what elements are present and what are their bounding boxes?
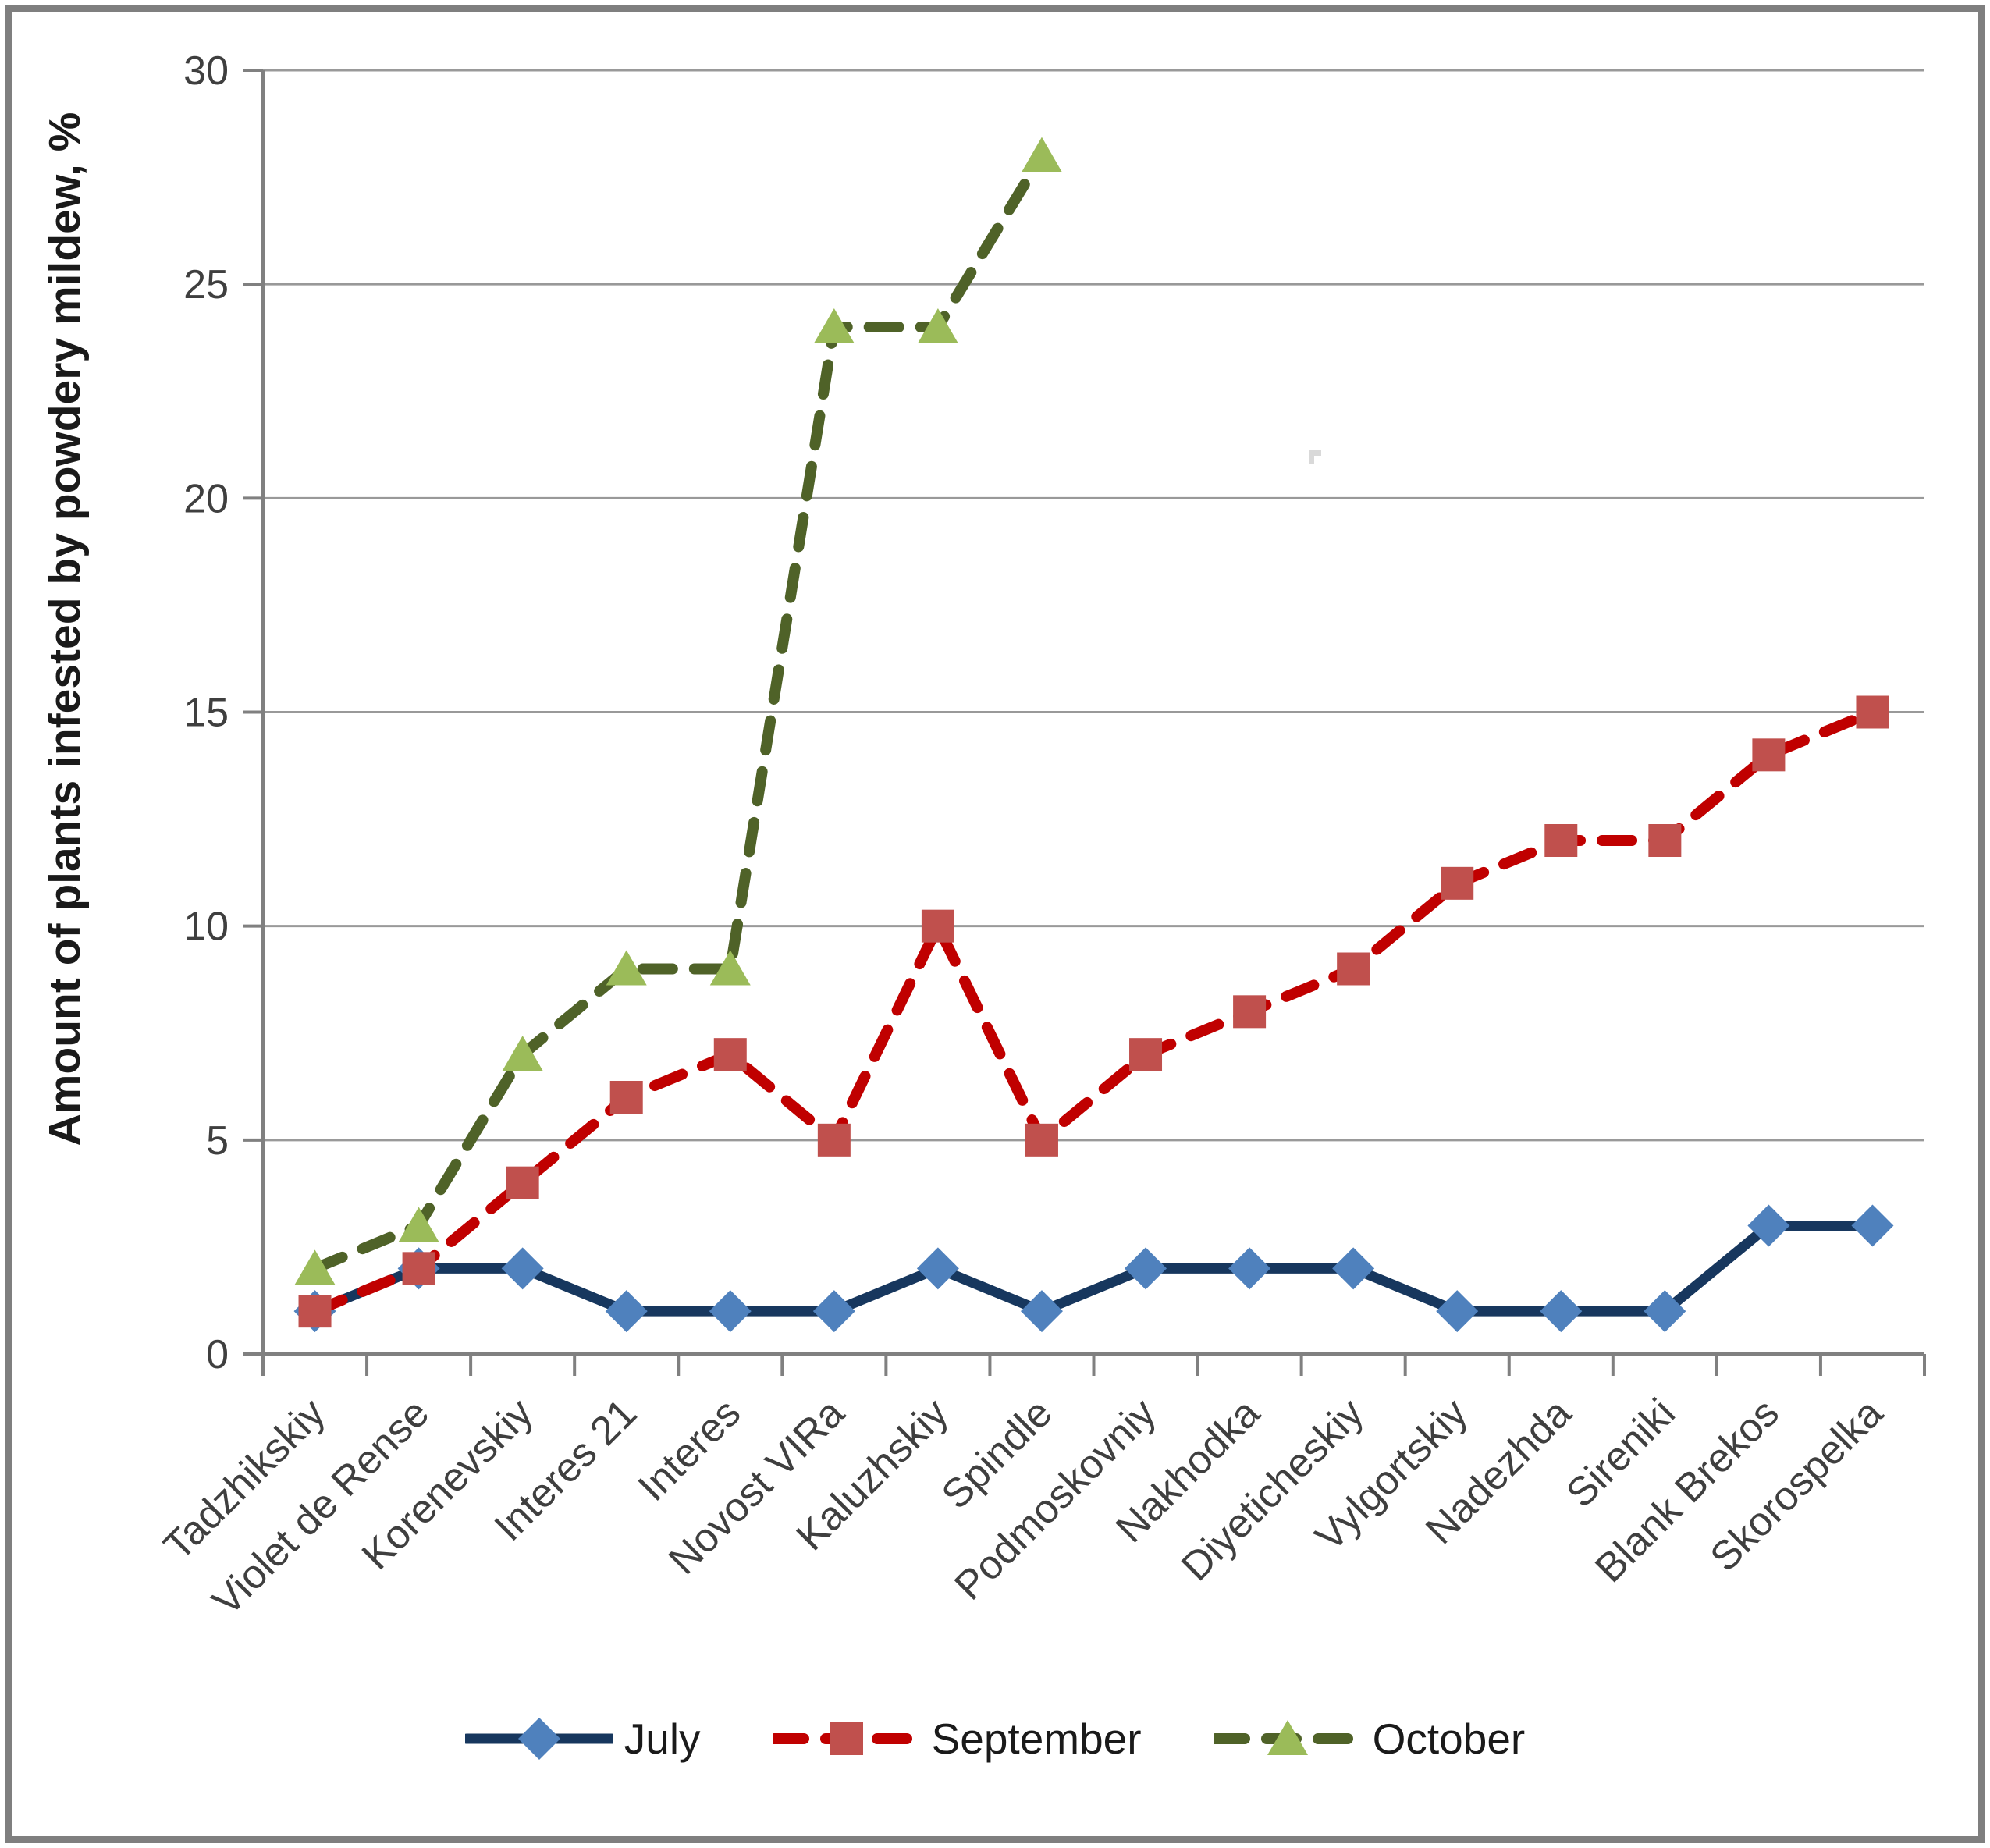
y-tick-label-20: 20 [183,476,229,521]
july-marker [709,1290,752,1333]
legend-marker-september [830,1722,863,1755]
y-tick-label-25: 25 [183,262,229,307]
september-line-square-icon [772,1722,921,1755]
series-september [298,695,1889,1328]
july-marker [1125,1247,1167,1290]
september-marker [402,1252,435,1285]
september-marker [1544,824,1578,857]
x-category-label: Diyeticheskiy [1173,1390,1373,1590]
october-line-triangle-icon [1213,1720,1362,1755]
july-marker [1851,1204,1894,1247]
y-tick-label-30: 30 [183,48,229,94]
legend-marker-october [1267,1720,1308,1755]
y-axis-tick-labels: 0 5 10 15 20 25 30 [183,48,229,1377]
july-marker [605,1290,648,1333]
september-marker [506,1166,539,1199]
july-marker [1332,1247,1375,1290]
july-marker [1540,1290,1583,1333]
october-marker [917,308,958,343]
july-line-diamond-icon [464,1718,613,1760]
series-july-line [310,1221,1878,1317]
september-marker [609,1081,643,1114]
september-marker [921,909,954,943]
october-marker [606,950,647,986]
legend: July September October [0,1714,1990,1764]
y-tick-label-15: 15 [183,691,229,736]
september-marker [1025,1123,1058,1157]
september-marker [713,1038,747,1071]
july-marker [1228,1247,1271,1290]
july-marker [812,1290,855,1333]
scan-artifact [1309,450,1321,464]
october-marker [1021,137,1062,172]
legend-label-july: July [624,1715,701,1763]
series-october-line [309,150,1047,1274]
y-tick-label-10: 10 [183,904,229,950]
legend-item-september: September [772,1714,1142,1764]
gridlines [263,69,1924,1142]
legend-item-october: October [1213,1714,1526,1764]
x-category-label: Blank Brekos [1587,1390,1788,1591]
series-layer [293,137,1894,1333]
legend-item-july: July [464,1714,701,1764]
october-marker [502,1036,543,1071]
series-october [294,137,1062,1285]
october-marker [294,1249,336,1285]
y-tick-label-0: 0 [206,1332,229,1377]
september-marker [817,1123,851,1157]
september-marker [1441,866,1474,900]
axes [243,69,1926,1376]
legend-marker-july [517,1718,560,1760]
series-july [293,1204,1894,1333]
september-marker [298,1295,332,1328]
july-marker [1644,1290,1686,1333]
september-marker [1129,1038,1163,1071]
legend-label-october: October [1372,1715,1526,1763]
october-marker [709,950,751,986]
july-marker [1747,1204,1790,1247]
september-marker [1337,952,1370,986]
series-september-line [309,706,1878,1317]
september-marker [1752,738,1786,772]
july-marker [1436,1290,1479,1333]
chart-frame [5,5,1985,1843]
october-marker [813,308,855,343]
october-marker [398,1207,439,1242]
september-marker [1648,824,1682,857]
legend-label-september: September [931,1715,1142,1763]
july-marker [916,1247,959,1290]
july-marker [501,1247,544,1290]
september-marker [1233,995,1267,1029]
y-axis-title: Amount of plants infested by powdery mil… [40,112,90,1146]
september-marker [1856,695,1889,729]
y-tick-label-5: 5 [206,1118,229,1164]
july-marker [1020,1290,1063,1333]
